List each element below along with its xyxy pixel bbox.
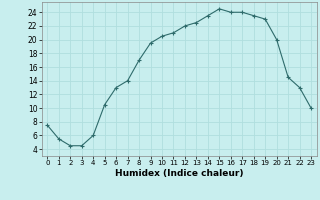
X-axis label: Humidex (Indice chaleur): Humidex (Indice chaleur) xyxy=(115,169,244,178)
